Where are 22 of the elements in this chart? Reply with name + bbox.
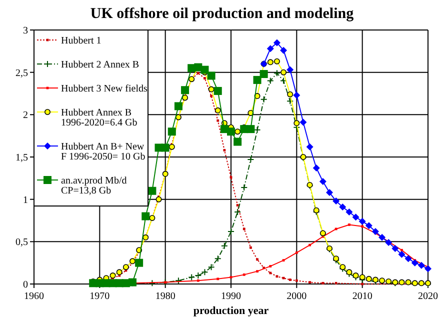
x-tick-label: 1960	[24, 291, 44, 302]
legend-label: an.av.prod Mb/d CP=13,8 Gb	[61, 176, 127, 196]
y-tick-label: 1,5	[16, 152, 28, 164]
x-tick-label: 1980	[155, 291, 176, 302]
x-tick-label: 1990	[221, 291, 241, 302]
x-axis-title: production year	[193, 305, 269, 317]
y-tick-label: 2	[23, 110, 28, 122]
legend-label: Hubbert An B+ New F 1996-2050= 10 Gb	[61, 142, 146, 162]
chart-title: UK offshore oil production and modeling	[90, 6, 354, 22]
y-tick-label: 3	[23, 26, 28, 36]
legend-label: Hubbert 1	[61, 36, 102, 46]
legend-label: Hubbert 3 New fields	[61, 84, 148, 94]
x-tick-label: 2020	[418, 291, 438, 302]
legend-label: Hubbert Annex B 1996-2020=6.4 Gb	[61, 108, 138, 128]
y-tick-label: 1	[23, 194, 28, 206]
x-tick-label: 1970	[90, 291, 110, 302]
y-tick-label: 2,5	[16, 68, 28, 79]
legend-label: Hubbert 2 Annex B	[61, 60, 140, 70]
x-tick-label: 2010	[352, 291, 372, 302]
x-tick-label: 2000	[286, 291, 307, 302]
y-tick-label: 0	[23, 280, 28, 290]
y-tick-label: 0,5	[16, 237, 28, 248]
